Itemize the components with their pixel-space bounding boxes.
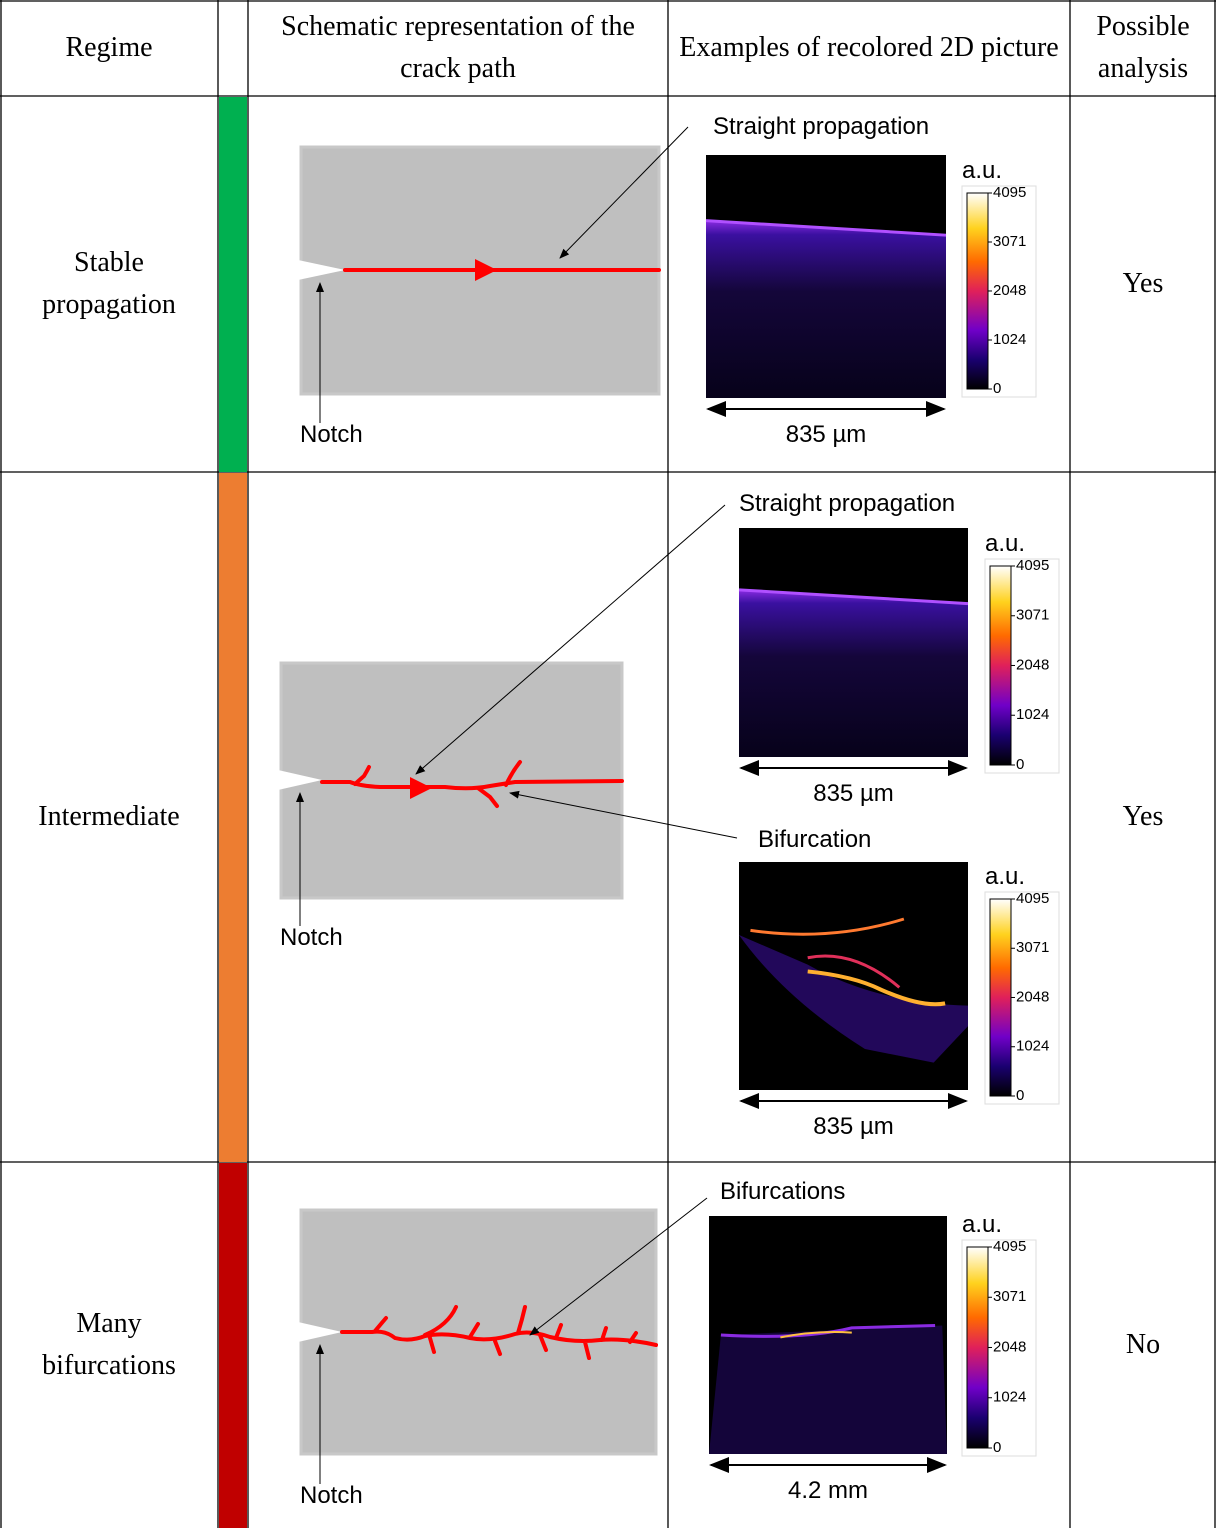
colorbar-tick-label: 1024 (993, 1389, 1026, 1406)
colorbar-tick-label: 4095 (1016, 557, 1049, 574)
header-cell: Schematic representation of the crack pa… (281, 11, 635, 84)
crack-streak (750, 917, 905, 936)
crack-signal (739, 589, 968, 757)
colorbar-tick-label: 4095 (993, 184, 1026, 201)
crack-edge (738, 588, 969, 606)
colorbar-tick-label: 3071 (1016, 607, 1049, 624)
scale-label: 835 µm (813, 780, 894, 807)
colorbar (989, 898, 1012, 1097)
colorbar-tick-label: 0 (1016, 1087, 1024, 1104)
crack-direction (410, 777, 432, 799)
colorbar-tick-label: 0 (993, 1439, 1001, 1456)
colorbar (966, 192, 989, 390)
header-cell: Possible analysis (1096, 11, 1190, 84)
crack-signal (706, 220, 946, 398)
annotation: Straight propagation (739, 490, 955, 517)
crack-signal (709, 1325, 947, 1454)
colorbar (989, 565, 1012, 766)
colorbar-tick-label: 2048 (993, 1338, 1026, 1355)
analysis-label: No (1125, 1329, 1161, 1360)
annotation: Bifurcation (758, 826, 871, 853)
regime-label: Intermediate (38, 801, 180, 832)
notch-label: Notch (300, 1482, 363, 1509)
colorbar-tick-label: 2048 (993, 282, 1026, 299)
header-cell: Examples of recolored 2D picture (679, 32, 1059, 63)
colorbar-tick-label: 4095 (1016, 890, 1049, 907)
colorbar-tick-label: 2048 (1016, 988, 1049, 1005)
regime-color (219, 473, 247, 1162)
annotation-pointer (415, 504, 726, 775)
scale-label: 835 µm (813, 1113, 894, 1140)
scale-label: 4.2 mm (788, 1477, 868, 1504)
colorbar-tick-label: 3071 (993, 233, 1026, 250)
annotation: Straight propagation (713, 113, 929, 140)
colorbar-unit: a.u. (985, 530, 1025, 557)
colorbar-tick-label: 1024 (1016, 1038, 1049, 1055)
crack-path (320, 760, 624, 808)
scale-label: 835 µm (786, 421, 867, 448)
annotation: Bifurcations (720, 1178, 845, 1205)
colorbar-unit: a.u. (985, 863, 1025, 890)
crack-streak (807, 969, 946, 1007)
colorbar-tick-label: 1024 (1016, 706, 1049, 723)
annotation-pointer (559, 126, 689, 259)
crack-streak (807, 954, 901, 989)
regime-color (219, 1163, 247, 1528)
regime-label: Stable propagation (42, 247, 176, 320)
colorbar-tick-label: 3071 (993, 1288, 1026, 1305)
notch (298, 1322, 342, 1342)
colorbar-tick-label: 1024 (993, 331, 1026, 348)
notch-label: Notch (300, 421, 363, 448)
annotation-pointer (529, 1197, 708, 1336)
colorbar-tick-label: 0 (993, 380, 1001, 397)
notch (278, 770, 322, 790)
colorbar-unit: a.u. (962, 157, 1002, 184)
colorbar-tick-label: 3071 (1016, 939, 1049, 956)
notch-label: Notch (280, 924, 343, 951)
regime-label: Many bifurcations (42, 1308, 176, 1381)
crack-signal (739, 934, 968, 1063)
crack-edge (705, 219, 947, 237)
colorbar-tick-label: 2048 (1016, 656, 1049, 673)
colorbar-unit: a.u. (962, 1211, 1002, 1238)
crack-path (340, 1305, 658, 1360)
header-cell: Regime (65, 32, 153, 63)
crack-streak (720, 1323, 936, 1338)
analysis-label: Yes (1122, 268, 1164, 299)
notch (298, 260, 345, 280)
crack-streak (780, 1331, 852, 1339)
annotation-pointer (509, 790, 738, 839)
analysis-label: Yes (1122, 801, 1164, 832)
colorbar (966, 1246, 989, 1449)
regime-color (219, 97, 247, 472)
crack-direction (475, 259, 497, 281)
colorbar-tick-label: 4095 (993, 1238, 1026, 1255)
colorbar-tick-label: 0 (1016, 756, 1024, 773)
